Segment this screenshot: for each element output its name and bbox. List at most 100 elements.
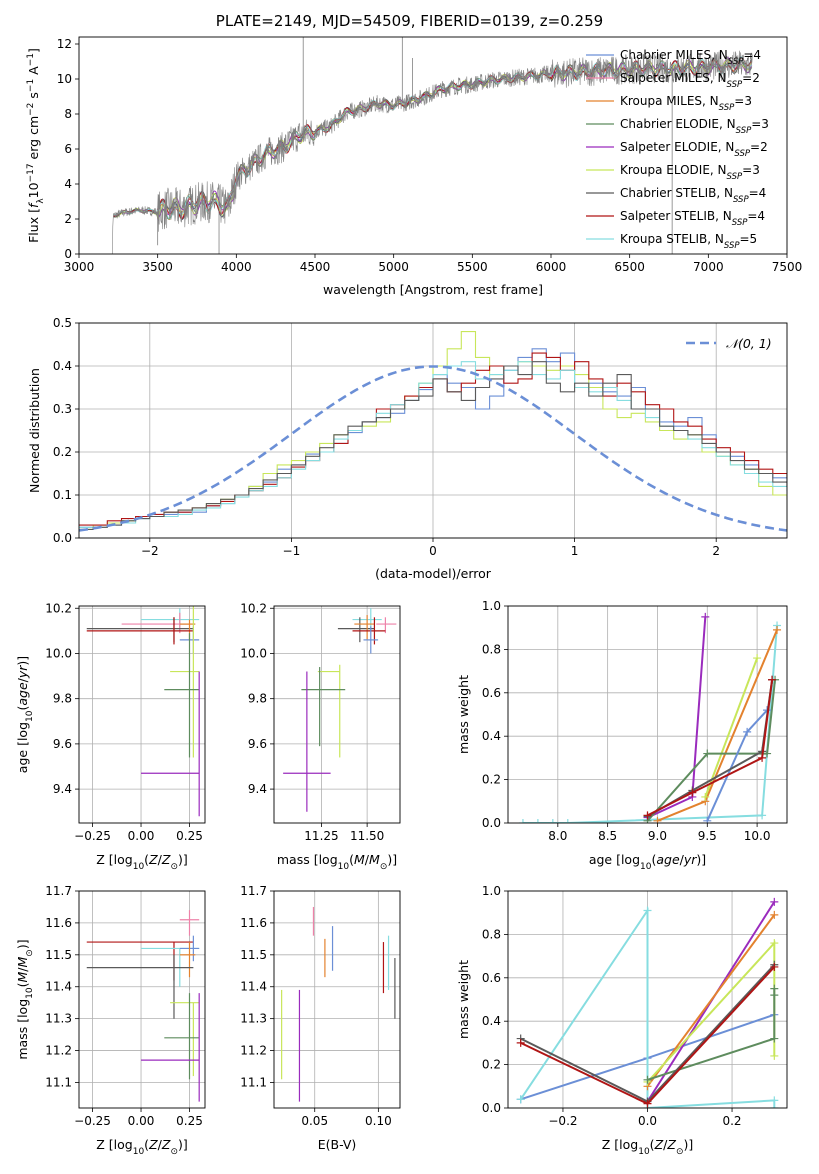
- y-tick-label: 0.8: [482, 927, 501, 941]
- x-tick-label: −0.25: [74, 829, 111, 843]
- series-line: [647, 679, 774, 817]
- x-tick-label: 10.0: [744, 829, 771, 843]
- error-bars: [86, 910, 200, 1102]
- y-tick-label: 0.1: [53, 488, 72, 502]
- error-bars: [86, 606, 200, 817]
- histogram-line: [79, 361, 787, 530]
- legend-entry: Salpeter STELIB, NSSP=4: [620, 209, 765, 228]
- y-tick-label: 10.2: [45, 601, 72, 615]
- series-line: [646, 679, 774, 818]
- y-tick-label: 10.0: [240, 646, 267, 660]
- y-tick-label: 10.0: [45, 646, 72, 660]
- x-axis-label: Z [log10(Z/Z⊙)]: [96, 1137, 188, 1157]
- y-tick-label: 11.2: [240, 1044, 267, 1058]
- y-tick-label: 11.7: [240, 884, 267, 898]
- y-axis-label: Flux [fλ10−17 erg cm−2 s−1 A−1]: [26, 48, 46, 243]
- y-tick-label: 0: [64, 247, 72, 261]
- x-axis-label: age [log10(age/yr)]: [589, 852, 706, 872]
- series-marker: [703, 749, 712, 758]
- y-tick-label: 12: [57, 37, 72, 51]
- y-tick-label: 0.4: [482, 729, 501, 743]
- axes-frame: [78, 890, 206, 1109]
- model-spectrum-line: [113, 56, 753, 220]
- series-marker: [770, 1096, 779, 1105]
- y-tick-label: 0.2: [482, 773, 501, 787]
- x-axis-label: Z [log10(Z/Z⊙)]: [96, 852, 188, 872]
- series-line: [704, 657, 759, 798]
- axes-frame: [78, 322, 788, 539]
- y-axis-label: age [log10(age/yr)]: [15, 656, 35, 773]
- figure-title: PLATE=2149, MJD=54509, FIBERID=0139, z=0…: [215, 12, 604, 30]
- y-tick-label: 11.5: [240, 948, 267, 962]
- series-marker: [516, 1095, 525, 1104]
- y-tick-label: 0.6: [482, 686, 501, 700]
- series-marker: [533, 819, 542, 823]
- x-tick-label: 5500: [457, 260, 488, 274]
- y-tick-label: 11.3: [240, 1012, 267, 1026]
- x-axis-label: wavelength [Angstrom, rest frame]: [323, 282, 543, 297]
- x-tick-label: 4000: [221, 260, 252, 274]
- y-tick-label: 9.8: [248, 692, 267, 706]
- series-marker: [643, 811, 652, 820]
- x-tick-label: 0.25: [176, 1114, 203, 1128]
- x-tick-label: 3000: [64, 260, 95, 274]
- histogram-line: [79, 352, 787, 526]
- series-marker: [770, 897, 779, 906]
- y-tick-label: 0.2: [482, 1058, 501, 1072]
- y-tick-label: 0.6: [482, 971, 501, 985]
- series-marker: [773, 625, 782, 634]
- axes-frame: [78, 605, 206, 824]
- legend-entry: Chabrier STELIB, NSSP=4: [620, 186, 766, 205]
- x-tick-label: 0.2: [722, 1114, 741, 1128]
- x-tick-label: 7500: [772, 260, 803, 274]
- legend-entry: 𝒩(0, 1): [726, 336, 772, 351]
- y-tick-label: 9.4: [53, 782, 72, 796]
- series-marker: [758, 753, 767, 762]
- axes-frame: [507, 605, 788, 824]
- x-tick-label: −1: [283, 544, 301, 558]
- y-tick-label: 0.3: [53, 402, 72, 416]
- spectrum-legend: Chabrier MILES, NSSP=4 Salpeter MILES, NS…: [586, 48, 769, 251]
- series-marker: [770, 1034, 779, 1043]
- series-marker: [701, 792, 710, 801]
- legend-entry: Salpeter ELODIE, NSSP=2: [620, 140, 768, 159]
- y-tick-label: 11.6: [240, 916, 267, 930]
- series-marker: [758, 811, 767, 820]
- y-tick-label: 11.4: [45, 980, 72, 994]
- series-marker: [770, 962, 779, 971]
- histogram-line: [79, 361, 787, 528]
- series-marker: [703, 816, 712, 823]
- legend-entry: Kroupa MILES, NSSP=3: [620, 94, 752, 113]
- histogram-line: [79, 331, 787, 530]
- series-marker: [548, 819, 557, 823]
- spectrum-lines: [110, 37, 753, 254]
- series-marker: [770, 991, 779, 1000]
- y-tick-label: 4: [64, 177, 72, 191]
- y-tick-label: 0.0: [53, 531, 72, 545]
- series-marker: [768, 675, 777, 684]
- y-tick-label: 11.3: [45, 1012, 72, 1026]
- series-marker: [770, 910, 779, 919]
- x-tick-label: 11.25: [304, 829, 338, 843]
- x-axis-label: mass [log10(M/M⊙)]: [277, 852, 397, 872]
- x-tick-label: 9.5: [698, 829, 717, 843]
- x-tick-label: 8.5: [598, 829, 617, 843]
- legend-entry: Chabrier MILES, NSSP=4: [620, 48, 761, 67]
- spectrum-panel: 3000 3500 4000 4500 5000 5500 6000 6500 7000 7500…: [26, 36, 803, 297]
- data-spectrum-line: [110, 50, 753, 254]
- y-axis-label: mass weight: [456, 675, 471, 754]
- y-tick-label: 0.4: [53, 359, 72, 373]
- series-marker: [763, 749, 772, 758]
- axes-frame: [507, 890, 788, 1109]
- series-marker: [643, 1075, 652, 1084]
- y-axis-label: mass weight: [456, 960, 471, 1039]
- y-tick-label: 11.4: [240, 980, 267, 994]
- age-vs-mass-panel: 11.25 11.50 9.4 9.6 9.8 10.0 10.2 mass [log10(M…: [240, 601, 401, 872]
- y-tick-label: 9.8: [53, 692, 72, 706]
- x-tick-label: −0.2: [548, 1114, 577, 1128]
- series-line: [522, 625, 778, 823]
- massweight-vs-age-panel: 8.0 8.5 9.0 9.5 10.0 0.0 0.2 0.4 0.6 0.8 1.0 age [l…: [456, 599, 788, 872]
- y-tick-label: 0.2: [53, 445, 72, 459]
- axes-frame: [273, 890, 401, 1109]
